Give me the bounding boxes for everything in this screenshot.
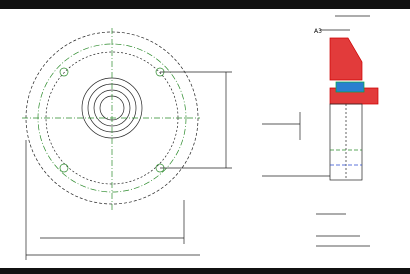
bearing-section <box>336 82 364 92</box>
top-border <box>0 0 410 9</box>
technical-drawing: A3 <box>0 0 410 274</box>
bottom-border <box>0 268 410 274</box>
section-label: A3 <box>314 28 322 35</box>
